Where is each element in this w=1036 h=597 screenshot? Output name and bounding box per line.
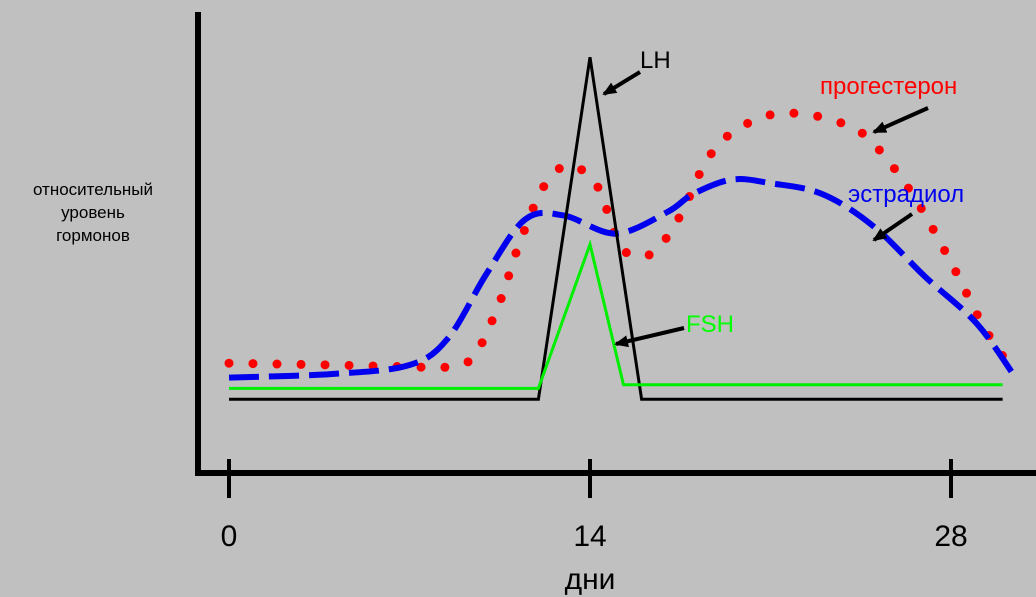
x-tick-label-28: 28 xyxy=(934,520,967,553)
annotation-fsh-arrow xyxy=(614,326,685,348)
annotation-lh-arrow xyxy=(602,70,642,96)
y-axis-label: относительный уровень гормонов xyxy=(8,178,178,247)
annotations: LH прогестерон эстрадиол FSH xyxy=(602,47,964,348)
series-line-estradiol xyxy=(228,176,1018,381)
annotation-progesterone: прогестерон xyxy=(820,73,957,100)
series-line-fsh xyxy=(229,239,1003,390)
series-line-progesterone xyxy=(224,108,1010,373)
y-axis-label-line-1: относительный xyxy=(32,180,154,199)
annotation-lh: LH xyxy=(640,47,671,74)
annotation-estradiol: эстрадиол xyxy=(848,181,964,208)
annotation-fsh: FSH xyxy=(686,311,734,338)
x-axis-label: дни xyxy=(565,563,616,596)
x-ticks: 0 14 28 xyxy=(221,459,968,553)
x-tick-label-14: 14 xyxy=(573,520,606,553)
series-line-lh xyxy=(229,56,1003,401)
x-tick-label-0: 0 xyxy=(221,520,238,553)
y-axis-label-line-3: гормонов xyxy=(56,226,130,245)
annotation-progesterone-arrow xyxy=(872,106,929,134)
annotation-estradiol-arrow xyxy=(872,212,914,242)
series-layer xyxy=(224,56,1018,401)
y-axis-label-line-2: уровень xyxy=(61,203,125,222)
